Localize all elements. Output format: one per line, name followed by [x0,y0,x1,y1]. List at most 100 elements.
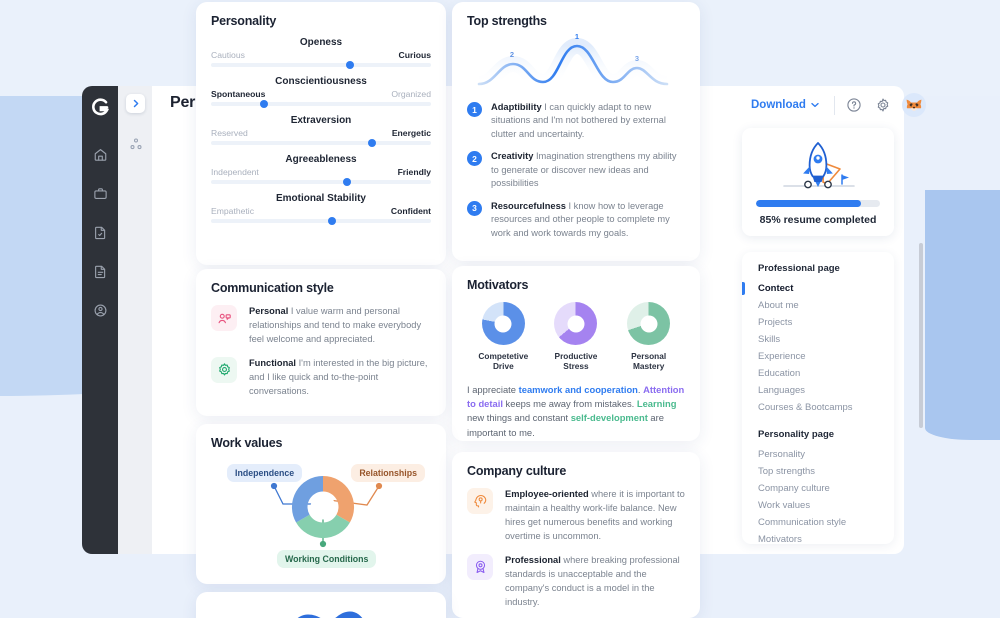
motivators-paragraph-segment: are important to me. [467,412,664,438]
nav-item-projects[interactable]: Projects [758,317,793,328]
trait-name: Extraversion [290,115,352,126]
trait-slider-handle[interactable] [259,100,268,108]
strength-item: 3 Resourcefulness I know how to leverage … [467,200,685,240]
strength-item: 1 Adaptibility I can quickly adapt to new… [467,101,685,141]
trait-endpoints: Independent Friendly [211,167,431,177]
company-culture-item-term: Professional [505,554,561,565]
sidebar-item-profile[interactable] [86,296,114,324]
communication-item: Personal I value warm and personal relat… [211,305,431,347]
nav-item-personality[interactable]: Personality [758,449,805,460]
nav-group-gap [758,416,894,429]
strength-term: Adaptibility [491,102,542,112]
sidebar-item-applications[interactable] [86,218,114,246]
strengths-list: 1 Adaptibility I can quickly adapt to new… [467,101,685,240]
motivators-paragraph-segment: I appreciate [467,383,519,395]
personality-card: Personality Openess Cautious Curious Consci… [196,2,446,265]
strengths-wave-chart: 2 1 3 [467,30,685,92]
primary-sidebar [82,86,118,554]
secondary-sidebar [118,86,152,554]
nav-item-skills[interactable]: Skills [758,334,781,345]
trait-slider-handle[interactable] [343,178,352,186]
vertical-scrollbar[interactable] [919,243,923,428]
motivator-donut-ring [554,302,598,345]
trait-name: Openess [299,37,343,48]
trait-name: Agreeableness [285,154,357,165]
gear-cog-icon [211,356,237,383]
rocket-illustration [766,136,870,200]
communication-item-term: Functional [249,357,296,368]
nav-item-communication-style[interactable]: Communication style [758,517,847,528]
nav-item-motivators[interactable]: Motivators [758,534,802,544]
trait-slider[interactable] [211,217,431,225]
nav-item-contect[interactable]: Contect [742,280,894,297]
trait-left-label: Spontaneous [211,89,266,99]
motivator-donut: Personal Mastery [616,302,682,372]
sidebar-item-documents[interactable] [86,257,114,285]
company-culture-item: Professional where breaking professional… [467,553,685,610]
trait-left-label: Empathetic [211,206,254,216]
trait-right-label: Organized [391,89,431,99]
work-values-chip-independence[interactable]: Independence [227,464,303,482]
communication-item-body: I'm interested in the big picture, and I… [249,357,428,396]
motivators-card: Motivators Competetive Drive Productive Str… [452,266,700,441]
trait-slider[interactable] [211,139,431,147]
nav-item-top-strengths[interactable]: Top strengths [758,466,816,477]
nav-item-company-culture[interactable]: Company culture [758,483,830,494]
top-strengths-card: Top strengths 2 1 3 [452,2,700,261]
trait-slider-handle[interactable] [328,217,336,225]
strength-text: Creativity Imagination strengthens my ab… [491,150,685,190]
work-values-chip-relationships[interactable]: Relationships [351,464,425,482]
personality-sliders: Openess Cautious Curious Conscientiousness S… [211,37,431,225]
trait-slider-handle[interactable] [367,139,376,147]
svg-text:1: 1 [575,32,579,41]
help-circle-icon[interactable] [844,95,864,115]
work-values-chip-working-conditions[interactable]: Working Conditions [277,550,377,568]
nav-item-courses-bootcamps[interactable]: Courses & Bootcamps [758,402,853,413]
gear-icon[interactable] [873,95,893,115]
trait-slider-handle[interactable] [345,61,354,69]
page-title: Per [170,94,196,111]
download-button[interactable]: Download [745,95,825,115]
sidebar-expand-button[interactable] [126,94,145,113]
communication-item-term: Personal [249,306,289,316]
trait-slider[interactable] [211,178,431,186]
company-culture-item-body: where it is important to maintain a heal… [505,489,685,541]
nav-item-experience[interactable]: Experience [758,351,806,362]
fox-avatar[interactable] [901,93,926,117]
strength-number-badge: 1 [467,102,482,117]
motivators-donut-charts: Competetive Drive Productive Stress Personal… [467,302,685,372]
sidebar-item-home[interactable] [86,140,114,168]
trait-slider[interactable] [211,61,431,69]
people-chat-icon [211,305,237,331]
communication-card-title: Communication style [211,281,334,295]
motivator-donut-ring [481,302,525,345]
strength-term: Resourcefulness [491,200,566,211]
header-divider [833,95,835,115]
sidebar-item-jobs[interactable] [86,179,114,207]
next-card-peek [196,592,446,618]
trait-slider[interactable] [211,100,431,108]
svg-text:2: 2 [510,50,514,59]
strength-term: Creativity [491,151,534,162]
motivator-donut-label: Personal Mastery [631,351,666,372]
communication-item-text: Functional I'm interested in the big pic… [249,357,431,399]
nav-item-about-me[interactable]: About me [758,300,799,311]
nav-item-work-values[interactable]: Work values [758,500,811,511]
trait-name: Conscientiousness [275,76,367,87]
motivators-card-title: Motivators [467,278,529,292]
trait-endpoints: Empathetic Confident [211,206,431,216]
nav-item-education[interactable]: Education [758,368,801,379]
motivators-paragraph-segment: self-development [570,412,648,424]
nav-item-languages[interactable]: Languages [758,385,806,396]
brand-logo-icon[interactable] [89,96,111,118]
resume-progress-fill [756,200,862,207]
award-badge-icon [467,553,493,580]
strength-body: I can quickly adapt to new situations an… [491,102,666,139]
svg-text:3: 3 [635,54,639,63]
nodes-icon[interactable] [126,134,145,153]
head-idea-icon [467,488,493,514]
strength-text: Adaptibility I can quickly adapt to new … [491,101,685,141]
trait-right-label: Confident [390,206,431,216]
background-band-right [925,190,1000,440]
